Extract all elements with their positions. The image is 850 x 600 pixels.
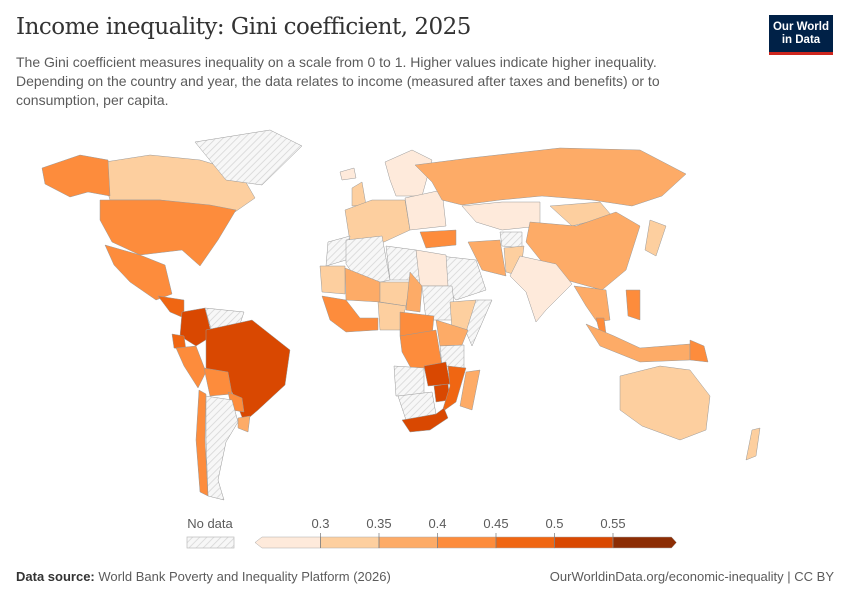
country-chile[interactable]: Chile	[195, 389, 209, 497]
data-source-label: Data source:	[16, 569, 95, 584]
country-india[interactable]: India	[509, 255, 573, 323]
country-alaska-us[interactable]: Alaska (US)	[41, 154, 111, 198]
country-argentina[interactable]: Argentina	[205, 395, 239, 501]
country-united-states[interactable]: United States	[99, 199, 237, 267]
country-new-zealand[interactable]: New Zealand	[745, 427, 761, 461]
legend-bin-0[interactable]	[254, 536, 321, 549]
legend-tick-label: 0.45	[483, 516, 508, 531]
country-bolivia[interactable]: Bolivia	[203, 367, 233, 397]
country-russia[interactable]: Russia	[414, 147, 687, 207]
legend-no-data-swatch	[186, 536, 235, 549]
owid-logo[interactable]: Our World in Data	[769, 15, 833, 55]
legend-tick-label: 0.5	[545, 516, 563, 531]
legend-tick-label: 0.3	[311, 516, 329, 531]
country-turkey[interactable]: Turkey	[419, 229, 457, 249]
legend-bin-6[interactable]	[612, 536, 677, 549]
country-afghanistan[interactable]: Afghanistan	[499, 231, 523, 249]
country-iceland[interactable]: Iceland	[339, 167, 357, 181]
legend-bin-5[interactable]	[554, 536, 614, 549]
country-libya[interactable]: Libya	[385, 245, 421, 281]
country-egypt[interactable]: Egypt	[415, 249, 449, 287]
world-map: CanadaUnited StatesAlaska (US)GreenlandM…	[41, 129, 761, 501]
country-west-africa-coast[interactable]: West Africa coast	[321, 295, 379, 333]
country-madagascar[interactable]: Madagascar	[459, 369, 481, 411]
country-south-africa[interactable]: South Africa	[401, 407, 449, 433]
legend-tick-label: 0.55	[600, 516, 625, 531]
legend-bin-2[interactable]	[378, 536, 438, 549]
country-chad[interactable]: Chad	[405, 271, 423, 313]
source-url[interactable]: OurWorldinData.org/economic-inequality |…	[549, 569, 834, 584]
legend-bin-3[interactable]	[437, 536, 497, 549]
country-angola[interactable]: Angola	[393, 365, 425, 397]
chart-title: Income inequality: Gini coefficient, 202…	[16, 14, 471, 40]
data-source-text[interactable]: World Bank Poverty and Inequality Platfo…	[98, 569, 391, 584]
country-somalia[interactable]: Somalia	[465, 299, 493, 347]
logo-line-2: in Data	[781, 33, 821, 46]
country-australia[interactable]: Australia	[619, 365, 711, 441]
country-mauritania[interactable]: Mauritania	[319, 265, 346, 295]
country-niger[interactable]: Niger	[379, 281, 411, 307]
country-kazakhstan[interactable]: Kazakhstan	[461, 201, 541, 231]
country-uruguay[interactable]: Uruguay	[237, 415, 251, 433]
country-eastern-europe[interactable]: Eastern Europe	[404, 189, 447, 231]
country-colombia[interactable]: Colombia	[179, 307, 213, 347]
map-legend: No data 0.3 0.35 0.4 0.45 0.5 0.55	[186, 516, 677, 549]
country-western-europe[interactable]: Western Europe	[344, 199, 411, 243]
chart-subtitle: The Gini coefficient measures inequality…	[16, 54, 660, 108]
country-mozambique[interactable]: Mozambique	[441, 365, 467, 413]
legend-bin-4[interactable]	[495, 536, 555, 549]
country-central-america[interactable]: Central America	[157, 295, 185, 319]
data-source: Data source: World Bank Poverty and Ineq…	[16, 569, 391, 584]
country-greenland[interactable]: Greenland	[194, 129, 303, 186]
logo-line-1: Our World	[772, 20, 829, 33]
country-japan[interactable]: Japan	[644, 219, 667, 257]
country-mainland-southeast-asia[interactable]: Mainland Southeast Asia	[573, 285, 611, 323]
country-peru[interactable]: Peru	[175, 345, 207, 389]
legend-no-data-label: No data	[187, 516, 233, 531]
country-zambia[interactable]: Zambia	[423, 361, 451, 387]
legend-tick-label: 0.4	[428, 516, 446, 531]
country-united-kingdom[interactable]: United Kingdom	[351, 181, 367, 207]
legend-no-data[interactable]: No data	[186, 516, 235, 549]
country-philippines[interactable]: Philippines	[625, 289, 641, 321]
legend-bin-1[interactable]	[320, 536, 380, 549]
country-papua-new-guinea[interactable]: Papua New Guinea	[689, 339, 709, 363]
country-iran[interactable]: Iran	[467, 239, 507, 277]
legend-tick-label: 0.35	[366, 516, 391, 531]
